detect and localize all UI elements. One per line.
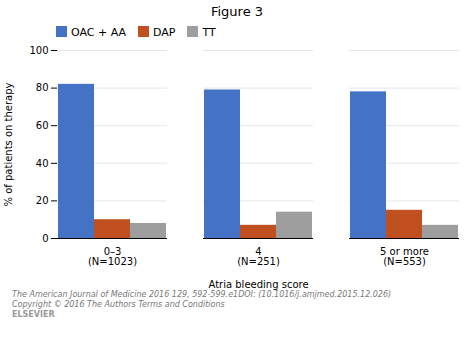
svg-text:40: 40 (36, 158, 49, 169)
html-text:Figure 3: Figure 3 (210, 4, 263, 19)
html-text:OAC + AA: OAC + AA (71, 25, 126, 39)
svg-text:100: 100 (29, 45, 48, 56)
svg-text:0: 0 (42, 233, 48, 244)
svg-text:60: 60 (36, 120, 49, 131)
html-text:TT: TT (202, 25, 216, 39)
svg-text:5 or more(N=553): 5 or more(N=553) (380, 246, 429, 267)
svg-text:% of patients on therapy: % of patients on therapy (3, 82, 14, 206)
html-text:Copyright © 2016 The Authors T: Copyright © 2016 The Authors Terms and C… (12, 300, 225, 309)
svg-text:4(N=251): 4(N=251) (237, 246, 280, 267)
html-text:DAP: DAP (153, 25, 176, 39)
svg-text:Atria bleeding score: Atria bleeding score (208, 279, 308, 290)
svg-text:80: 80 (36, 82, 49, 93)
svg-text:20: 20 (36, 195, 49, 206)
svg-text:0–3(N=1023): 0–3(N=1023) (88, 246, 137, 267)
html-text:ELSEVIER: ELSEVIER (12, 310, 55, 319)
html-text:The American Journal of Medici: The American Journal of Medicine 2016 12… (12, 290, 392, 299)
